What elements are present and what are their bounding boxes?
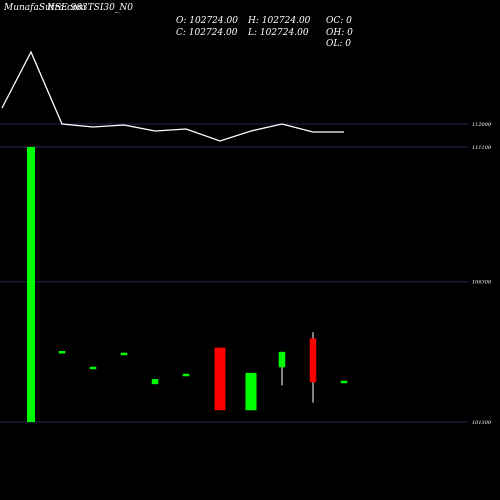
open-value: O: 102724.00	[176, 16, 238, 26]
candle-body	[340, 380, 348, 384]
candle-body	[182, 373, 190, 377]
y-tick-label: 111100	[472, 145, 492, 151]
close-value: C: 102724.00	[176, 28, 238, 38]
y-tick-label: 112000	[472, 122, 492, 128]
candle-body	[27, 147, 35, 422]
grid-lines	[0, 123, 468, 423]
y-tick-labels: 112000 111100 106300 101300	[472, 122, 492, 426]
oc-value: OC: 0	[326, 16, 352, 26]
candle-body	[245, 372, 257, 411]
candle-body	[89, 366, 97, 370]
watermark-text: MunafaSutra.com	[4, 3, 86, 13]
candle-body	[278, 351, 286, 368]
high-value: H: 102724.00	[248, 16, 311, 26]
chart-header: MunafaSutra.com	[4, 3, 86, 13]
oh-value: OH: 0	[326, 28, 353, 38]
candle-body	[151, 379, 159, 385]
ol-value: OL: 0	[326, 39, 351, 49]
candle-body	[120, 352, 128, 356]
y-tick-label: 101300	[472, 420, 492, 426]
overlay-line	[1, 50, 344, 142]
candle-body	[58, 351, 66, 354]
y-tick-label: 106300	[472, 280, 492, 286]
low-value: L: 102724.00	[248, 28, 309, 38]
candle-body	[214, 347, 226, 411]
line-overlay	[1, 50, 344, 142]
symbol-label: NSE 983TSI30_N0	[47, 3, 133, 13]
candle-body	[309, 338, 317, 383]
candles	[27, 147, 348, 422]
